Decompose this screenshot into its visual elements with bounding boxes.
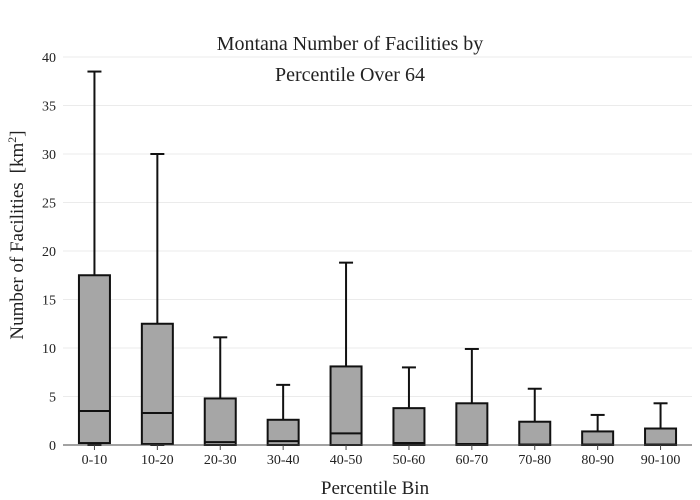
box-body — [392, 407, 426, 447]
y-tick-label-20: 20 — [42, 245, 56, 260]
box-body — [140, 322, 174, 446]
box-body — [77, 274, 111, 445]
y-tick-label-5: 5 — [49, 391, 56, 406]
y-tick-label-30: 30 — [42, 148, 56, 163]
x-tick-label-20-30: 20-30 — [204, 453, 237, 468]
box-90-100 — [644, 402, 678, 447]
box-0-10 — [77, 70, 111, 446]
box-40-50 — [329, 261, 363, 446]
box-80-90 — [581, 413, 615, 447]
y-tick-label-35: 35 — [42, 100, 56, 115]
box-body — [644, 427, 678, 447]
y-axis-unit-close: ] — [7, 130, 28, 136]
chart-title-line-2: Percentile Over 64 — [275, 64, 425, 86]
y-tick-label-0: 0 — [49, 439, 56, 454]
box-body — [518, 420, 552, 447]
box-body — [581, 430, 615, 447]
x-axis-ticks: 0-10 10-20 20-30 30-40 40-50 50-60 60-70 70-80 8… — [82, 445, 681, 468]
box-body — [203, 397, 237, 447]
box-20-30 — [203, 336, 237, 447]
box-30-40 — [266, 383, 300, 446]
chart-title-line-1: Montana Number of Facilities by — [217, 33, 484, 55]
y-tick-label-40: 40 — [42, 51, 56, 66]
x-tick-label-0-10: 0-10 — [82, 453, 108, 468]
x-tick-label-90-100: 90-100 — [641, 453, 681, 468]
x-tick-label-70-80: 70-80 — [518, 453, 551, 468]
x-tick-label-30-40: 30-40 — [267, 453, 300, 468]
y-tick-label-25: 25 — [42, 197, 56, 212]
box-50-60 — [392, 366, 426, 447]
x-axis-title: Percentile Bin — [321, 478, 430, 499]
x-tick-label-40-50: 40-50 — [330, 453, 363, 468]
y-axis-unit: [km — [7, 143, 28, 174]
y-tick-label-15: 15 — [42, 294, 56, 309]
x-tick-label-60-70: 60-70 — [456, 453, 489, 468]
y-tick-label-10: 10 — [42, 342, 56, 357]
y-axis-ticks: 0 5 10 15 20 25 30 35 40 — [42, 51, 56, 454]
x-tick-label-80-90: 80-90 — [581, 453, 614, 468]
y-axis-title: Number of Facilities [km2] — [5, 130, 28, 339]
y-axis-title-text: Number of Facilities — [7, 182, 28, 339]
box-60-70 — [455, 347, 489, 447]
x-tick-label-50-60: 50-60 — [393, 453, 426, 468]
box-70-80 — [518, 387, 552, 447]
box-series — [77, 70, 678, 447]
x-tick-label-10-20: 10-20 — [141, 453, 174, 468]
y-axis-unit-superscript: 2 — [5, 137, 19, 143]
box-body — [455, 402, 489, 447]
box-10-20 — [140, 153, 174, 446]
